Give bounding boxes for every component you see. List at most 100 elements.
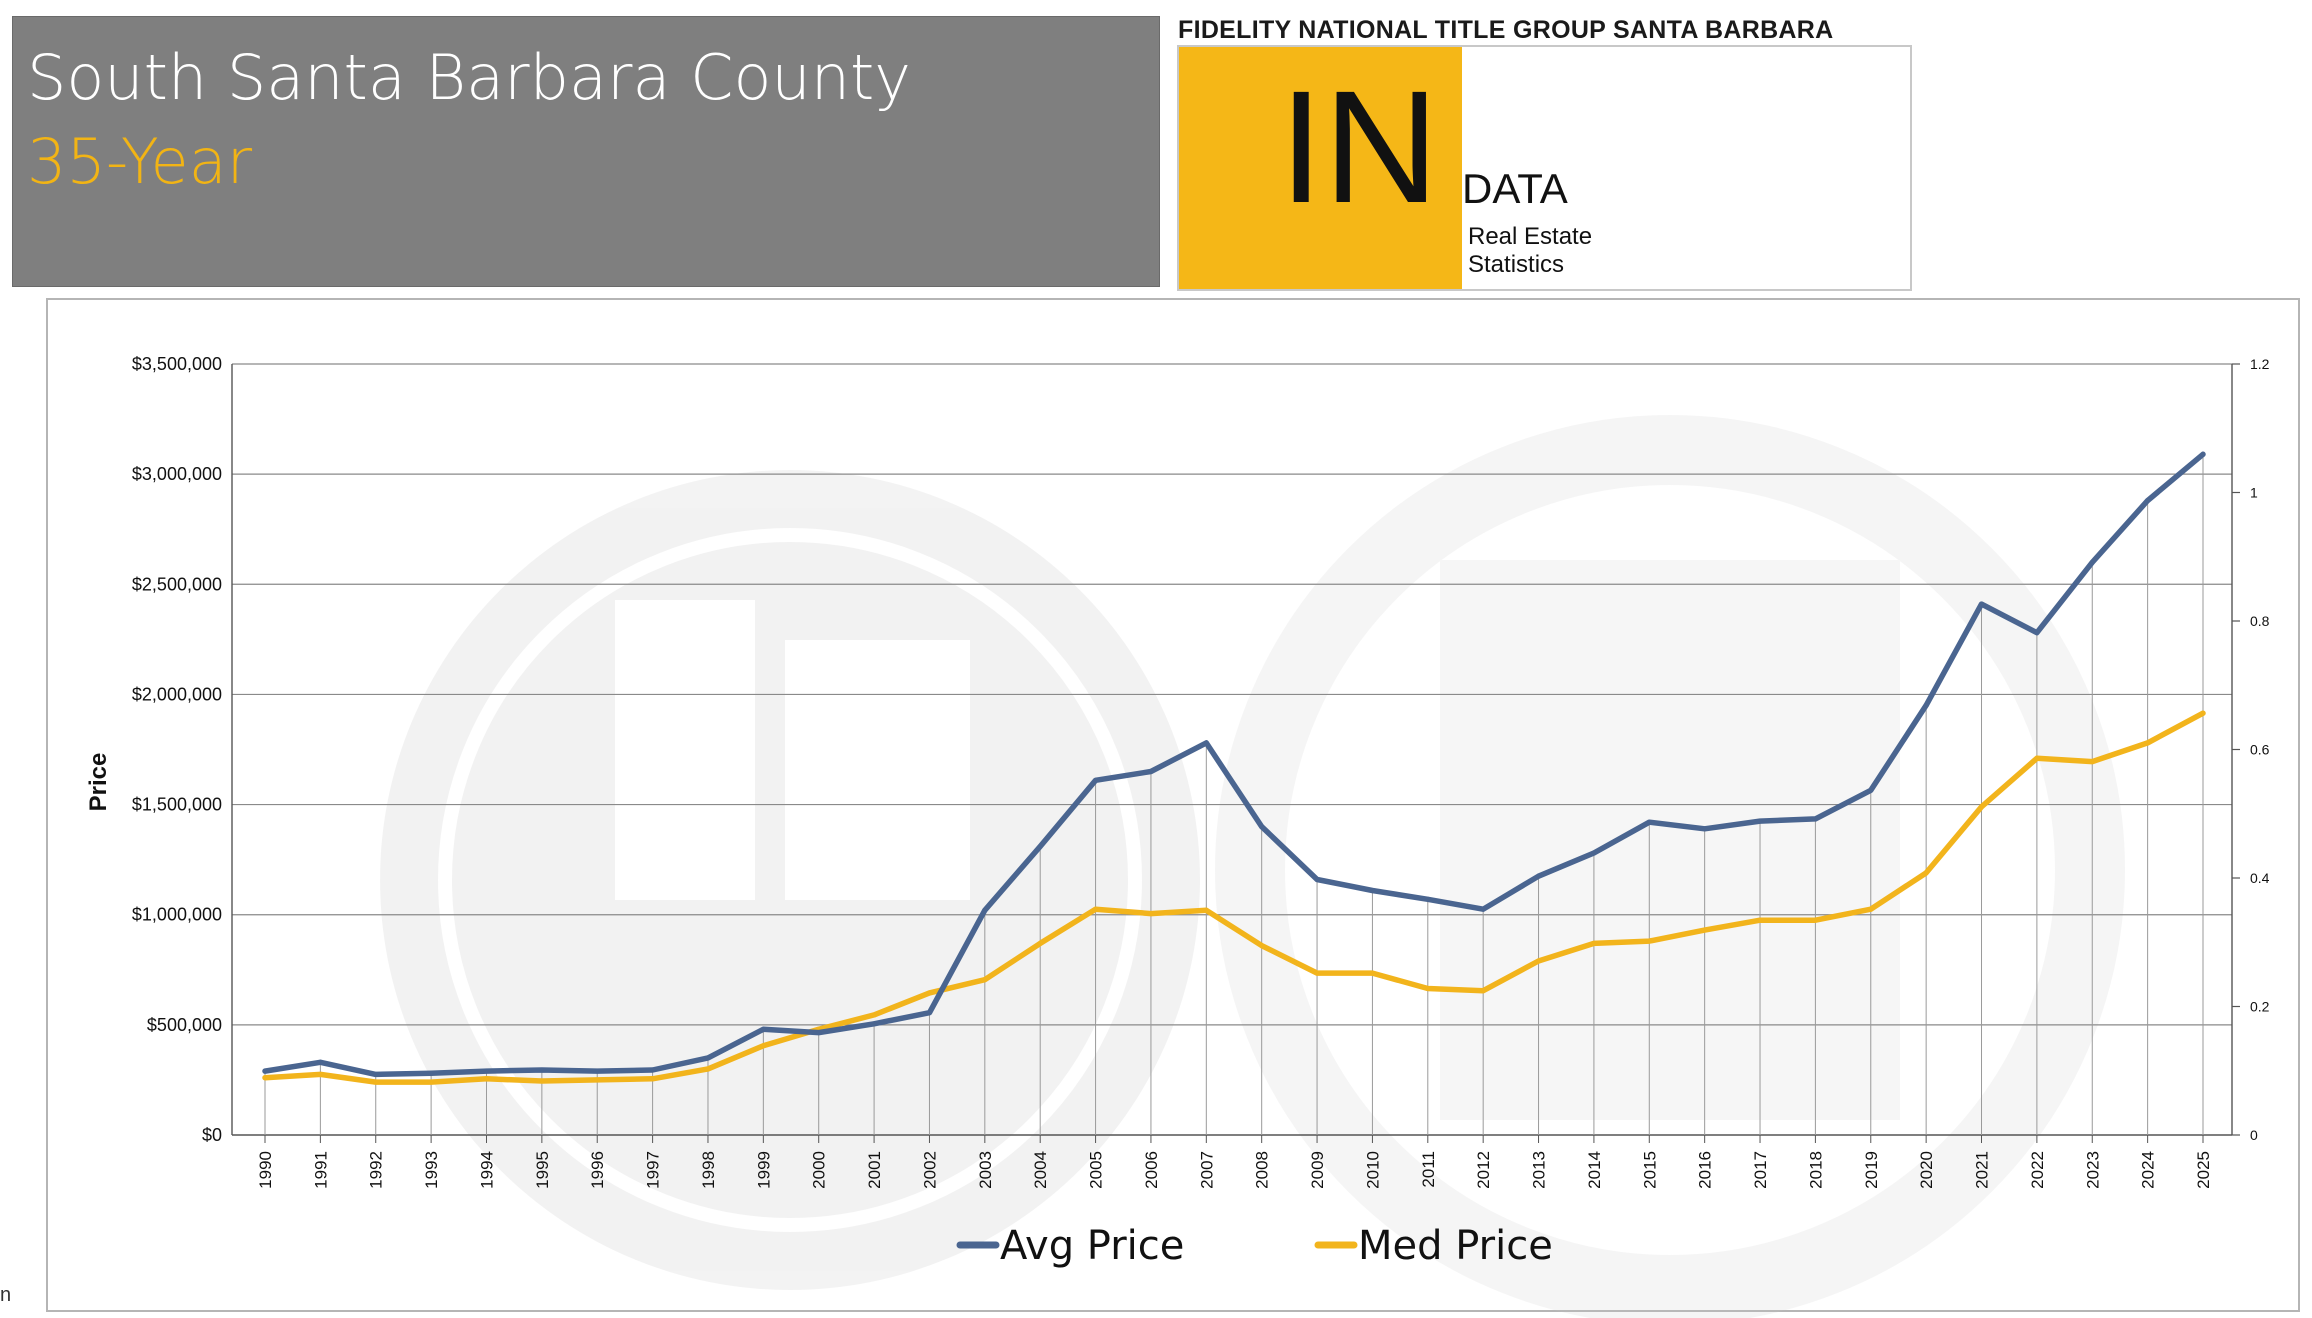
- avg-price-point: [373, 1071, 379, 1077]
- brand-logo-line2: Statistics: [1468, 251, 1565, 278]
- chart-frame: [46, 298, 2300, 1312]
- avg-price-point: [1646, 819, 1652, 825]
- brand-logo-in: IN: [1279, 57, 1439, 236]
- watermark-courthouse-icon: [785, 640, 970, 900]
- y-tick-label: $1,500,000: [132, 795, 222, 815]
- avg-price-point: [1923, 702, 1929, 708]
- med-price-point: [1979, 804, 1985, 810]
- y-tick-label: $2,500,000: [132, 574, 222, 594]
- med-price-point: [1093, 906, 1099, 912]
- chart-grid: [231, 363, 2233, 1136]
- avg-price-point: [1591, 850, 1597, 856]
- watermark-building-icon: [615, 600, 755, 900]
- x-tick-label: 2017: [1751, 1151, 1770, 1189]
- x-axis-ticks: 1990 1991 1992 1993 1994 1995 1996 1997 1998 1999…: [256, 1135, 2213, 1189]
- med-price-point: [1203, 907, 1209, 913]
- watermark: [380, 415, 2125, 1318]
- med-price-point: [1480, 988, 1486, 994]
- med-price-point: [1259, 943, 1265, 949]
- avg-price-point: [1037, 843, 1043, 849]
- x-tick-label: 2010: [1363, 1151, 1382, 1189]
- med-price-point: [428, 1079, 434, 1085]
- chart-series: [262, 451, 2206, 1085]
- avg-price-point: [982, 907, 988, 913]
- brand-logo-yellow-block: [1179, 47, 1462, 289]
- avg-price-point: [705, 1055, 711, 1061]
- x-tick-label: 2020: [1917, 1151, 1936, 1189]
- x-tick-label: 2012: [1474, 1151, 1493, 1189]
- x-tick-label: 2022: [2028, 1151, 2047, 1189]
- watermark-tower-shape: [1440, 560, 1900, 1120]
- med-price-point: [2034, 755, 2040, 761]
- med-price-point: [982, 977, 988, 983]
- x-tick-label: 1990: [256, 1151, 275, 1189]
- avg-price-point: [2200, 451, 2206, 457]
- x-tick-label: 2025: [2194, 1151, 2213, 1189]
- med-price-point: [1536, 958, 1542, 964]
- x-tick-label: 2016: [1696, 1151, 1715, 1189]
- avg-price-point: [539, 1067, 545, 1073]
- x-tick-label: 2011: [1419, 1151, 1438, 1188]
- x-tick-label: 2009: [1308, 1151, 1327, 1189]
- med-price-point: [705, 1066, 711, 1072]
- med-price-point: [1702, 927, 1708, 933]
- x-tick-label: 2008: [1253, 1151, 1272, 1189]
- x-tick-label: 2007: [1197, 1151, 1216, 1189]
- y-tick-label: $1,000,000: [132, 905, 222, 925]
- series-line-avg-price: [262, 451, 2206, 1078]
- avg-price-point: [1093, 777, 1099, 783]
- avg-price-point: [2089, 559, 2095, 565]
- x-tick-label: 2005: [1087, 1151, 1106, 1189]
- x-tick-label: 1991: [311, 1151, 330, 1189]
- x-tick-label: 1994: [477, 1151, 496, 1189]
- med-price-point: [871, 1012, 877, 1018]
- med-price-point: [373, 1079, 379, 1085]
- y2-tick-label: 0.6: [2250, 742, 2270, 758]
- x-tick-label: 2014: [1585, 1151, 1604, 1189]
- avg-price-point: [1480, 906, 1486, 912]
- med-price-point: [1148, 911, 1154, 917]
- avg-price-point: [2145, 498, 2151, 504]
- med-price-point: [2089, 759, 2095, 765]
- avg-price-point: [2034, 630, 2040, 636]
- avg-price-point: [926, 1010, 932, 1016]
- x-tick-label: 2006: [1142, 1151, 1161, 1189]
- med-price-point: [1591, 940, 1597, 946]
- y-axis-ticks: $0 $500,000 $1,000,000 $1,500,000 $2,000,000…: [132, 354, 222, 1145]
- avg-price-point: [1868, 787, 1874, 793]
- chart-legend: Avg Price Med Price: [956, 1223, 1553, 1269]
- y-tick-label: $3,000,000: [132, 464, 222, 484]
- avg-price-point: [760, 1026, 766, 1032]
- avg-price-point: [816, 1030, 822, 1036]
- med-price-point: [539, 1078, 545, 1084]
- watermark-seal-icon: [380, 470, 1200, 1290]
- footer-fragment: n: [0, 1284, 12, 1306]
- x-tick-label: 1998: [699, 1151, 718, 1189]
- med-price-point: [1646, 938, 1652, 944]
- avg-price-point: [262, 1068, 268, 1074]
- x-tick-label: 1996: [588, 1151, 607, 1189]
- x-tick-label: 2018: [1806, 1151, 1825, 1189]
- y-tick-label: $500,000: [147, 1015, 222, 1035]
- med-price-point: [262, 1075, 268, 1081]
- avg-price-point: [1425, 896, 1431, 902]
- med-price-point: [2145, 740, 2151, 746]
- series-line-med-price: [262, 710, 2206, 1085]
- x-tick-label: 1995: [533, 1151, 552, 1189]
- title-panel: South Santa Barbara County 35-Year: [12, 16, 1160, 287]
- avg-price-point: [1148, 769, 1154, 775]
- watermark-tower-icon: [1215, 415, 2125, 1318]
- x-tick-label: 2024: [2139, 1151, 2158, 1189]
- med-price-point: [2200, 710, 2206, 716]
- x-tick-label: 2004: [1031, 1151, 1050, 1189]
- avg-price-point: [428, 1070, 434, 1076]
- legend-label: Med Price: [1358, 1223, 1553, 1269]
- x-tick-label: 1992: [367, 1151, 386, 1189]
- brand-logo-data: DATA: [1462, 165, 1568, 212]
- chart-x-gridlines: [264, 454, 2204, 1135]
- x-tick-label: 2000: [810, 1151, 829, 1189]
- med-price-point: [1037, 940, 1043, 946]
- avg-price-point: [1314, 876, 1320, 882]
- y2-axis-ticks: 0 0.2 0.4 0.6 0.8 1 1.2: [2232, 356, 2270, 1143]
- y2-tick-label: 0.2: [2250, 999, 2270, 1015]
